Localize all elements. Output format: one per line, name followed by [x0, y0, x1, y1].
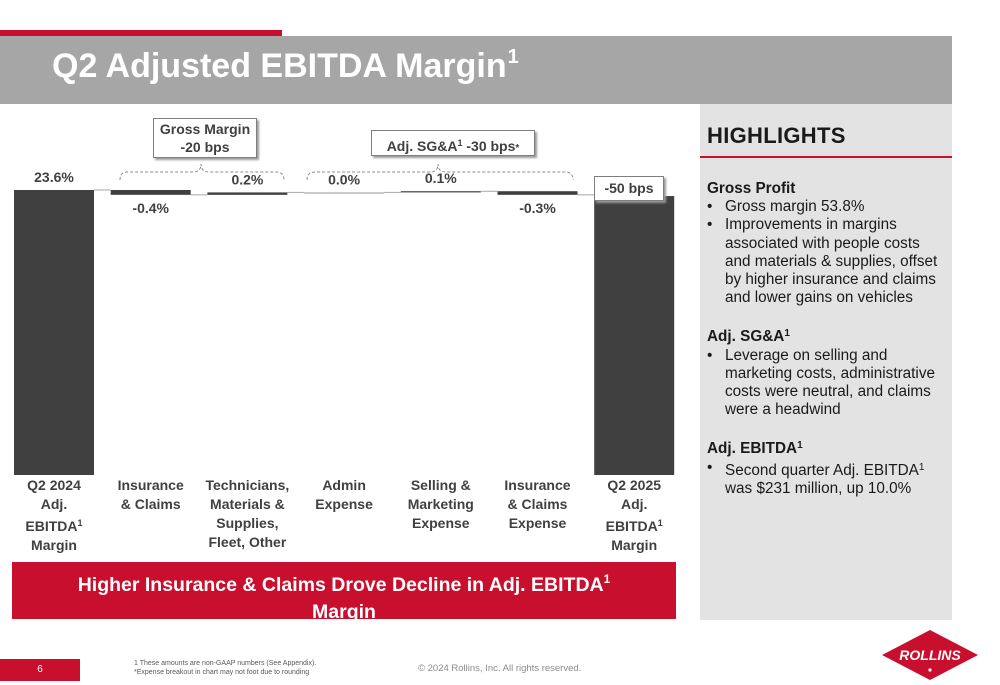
bar-1 [110, 190, 191, 195]
value-label-3: 0.0% [328, 171, 360, 187]
sga-bracket [306, 163, 574, 181]
highlight-bullet-0-0: • Gross margin 53.8% [707, 198, 865, 216]
slide-title: Q2 Adjusted EBITDA Margin1 [52, 46, 519, 85]
bar-3 [304, 192, 385, 194]
waterfall-chart: 23.6%-0.4%0.2%0.0%0.1%-0.3%23.1% [14, 163, 675, 475]
category-label-2: Technicians, Materials & Supplies, Fleet, O… [205, 477, 290, 550]
value-label-4: 0.1% [425, 170, 457, 186]
value-label-0: 23.6% [34, 169, 74, 185]
gross-margin-callout: Gross Margin -20 bps [153, 118, 257, 158]
title-bar [0, 36, 952, 104]
category-label-6: Q2 2025 Adj. EBITDA1 Margin [605, 477, 663, 553]
category-label-4: Selling & Marketing Expense [407, 477, 474, 531]
highlights-panel [700, 104, 952, 620]
bar-6 [594, 196, 675, 475]
bar-4 [400, 191, 481, 193]
bar-5 [497, 191, 578, 195]
sga-callout: Adj. SG&A1 -30 bps* [371, 130, 535, 156]
highlights-body: Gross Profit • Gross margin 53.8% • Improvem… [707, 180, 949, 498]
highlight-bullet-2-0: • Second quarter Adj. EBITDA1 was $231 mi… [707, 458, 925, 497]
bar-0 [14, 190, 94, 475]
bar-2 [207, 192, 288, 195]
footnote-2: *Expense breakout in chart may not foot … [134, 669, 310, 676]
value-label-1: -0.4% [132, 200, 169, 216]
value-label-2: 0.2% [231, 171, 263, 187]
category-label-5: Insurance & Claims Expense [504, 477, 571, 531]
highlight-heading-0: Gross Profit [707, 180, 796, 197]
total-change-callout: -50 bps [594, 176, 664, 201]
category-label-0: Q2 2024 Adj. EBITDA1 Margin [25, 477, 83, 553]
gross-margin-callout-line1: Gross Margin [159, 121, 251, 137]
highlight-heading-2: Adj. EBITDA1 [707, 440, 803, 458]
highlight-bullet-1-0: • Leverage on selling and marketing costs… [707, 346, 935, 419]
callout-brackets [119, 163, 574, 181]
category-label-3: Admin Expense [315, 477, 373, 512]
conclusion-banner: Higher Insurance & Claims Drove Decline … [12, 562, 676, 623]
rollins-logo: ROLLINS [882, 630, 978, 680]
value-label-5: -0.3% [519, 200, 556, 216]
category-label-1: Insurance & Claims [117, 477, 184, 512]
accent-line [0, 30, 282, 36]
footnote-1: 1 These amounts are non-GAAP numbers (Se… [134, 660, 317, 667]
connector-lines [94, 189, 595, 196]
copyright: © 2024 Rollins, Inc. All rights reserved… [418, 663, 582, 674]
highlight-bullet-0-1: • Improvements in margins associated with… [707, 216, 938, 307]
gross-margin-bracket [119, 163, 285, 181]
highlight-heading-1: Adj. SG&A1 [707, 328, 790, 346]
bars-layer [14, 190, 675, 475]
gross-margin-callout-line2: -20 bps [180, 139, 230, 155]
footnotes: 1 These amounts are non-GAAP numbers (Se… [134, 659, 316, 677]
highlights-title: HIGHLIGHTS [707, 123, 846, 148]
highlights-divider [700, 156, 952, 158]
logo-text: ROLLINS [899, 647, 961, 663]
page-number: 6 [0, 659, 80, 681]
